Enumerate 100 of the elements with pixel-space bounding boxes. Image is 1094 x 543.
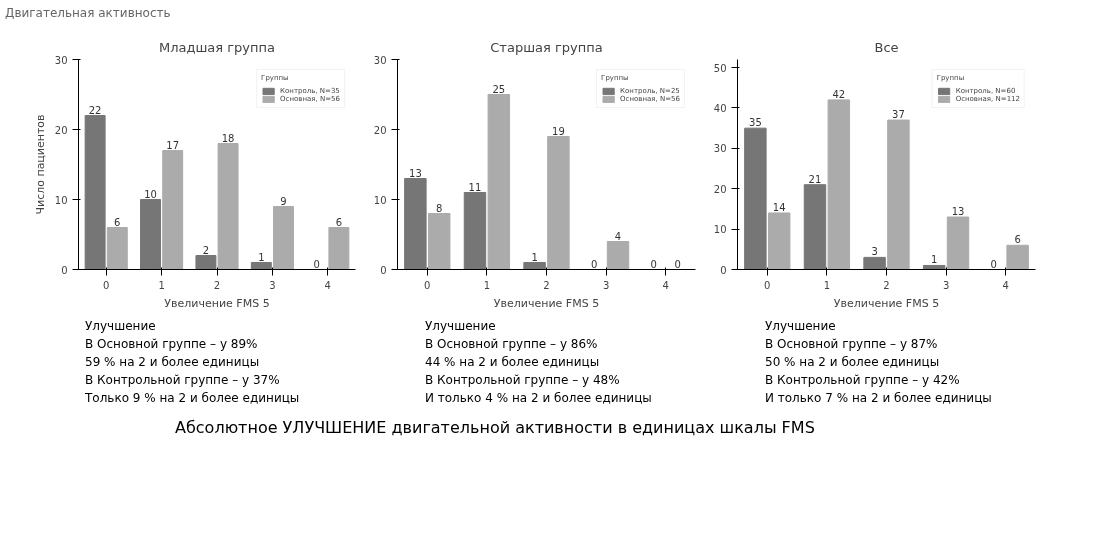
text: Только 9 % на 2 и более единицы — [85, 391, 300, 405]
bar — [887, 119, 910, 270]
bar — [547, 136, 570, 270]
data-label: 37 — [892, 109, 905, 121]
y-tick-label: 10 — [54, 194, 68, 206]
data-label: 18 — [221, 132, 235, 144]
data-label: 17 — [166, 139, 180, 151]
y-tick-label: 30 — [54, 54, 68, 66]
y-tick-label: 40 — [713, 102, 727, 114]
data-label: 1 — [258, 251, 265, 263]
data-label: 4 — [614, 230, 622, 242]
text: В Контрольной группе – у 42% — [765, 373, 960, 387]
data-label: 42 — [832, 88, 846, 100]
text: 50 % на 2 и более единицы — [765, 355, 940, 369]
bar — [744, 127, 767, 270]
text: Улучшение — [425, 319, 496, 333]
x-tick-label: 4 — [324, 279, 331, 291]
text: Улучшение — [765, 319, 836, 333]
data-label: 13 — [951, 206, 965, 217]
bar — [606, 241, 630, 270]
x-tick-label: 4 — [1002, 279, 1009, 291]
text: И только 7 % на 2 и более единицы — [765, 391, 992, 405]
y-tick-label: 50 — [713, 62, 727, 74]
bar — [1006, 244, 1029, 270]
bar — [106, 227, 128, 270]
text: И только 4 % на 2 и более единицы — [425, 391, 652, 405]
data-label: 14 — [772, 201, 786, 213]
bar — [767, 212, 791, 270]
bar — [863, 256, 886, 270]
y-axis-title: Число пациентов — [33, 114, 47, 215]
data-label: 6 — [335, 216, 343, 228]
text: В Контрольной группе – у 37% — [85, 373, 280, 387]
data-label: 6 — [114, 216, 121, 228]
bar — [84, 115, 106, 270]
text: В Основной группе – у 87% — [765, 337, 938, 351]
x-tick-label: 0 — [764, 279, 771, 291]
bar — [328, 227, 350, 270]
data-label: 35 — [749, 117, 762, 129]
data-label: 0 — [990, 258, 997, 270]
text: Улучшение — [85, 319, 156, 333]
x-tick-label: 3 — [602, 279, 610, 291]
bar — [404, 178, 427, 270]
x-axis-title: Увеличение FMS 5 — [493, 296, 600, 310]
data-label: 11 — [468, 181, 482, 193]
bar — [162, 150, 184, 270]
data-label: 19 — [552, 125, 565, 137]
bar — [217, 143, 239, 270]
data-label: 3 — [871, 246, 878, 258]
bar — [250, 262, 272, 270]
data-label: 2 — [202, 244, 210, 256]
data-label: 0 — [591, 258, 598, 270]
y-tick-label: 10 — [713, 224, 727, 236]
data-label: 1 — [531, 251, 538, 263]
data-label: 8 — [436, 202, 443, 214]
y-tick-label: 20 — [373, 124, 387, 136]
bar — [273, 206, 294, 270]
data-label: 25 — [492, 83, 506, 95]
x-axis-title: Увеличение FMS 5 — [833, 296, 940, 310]
y-tick-label: 0 — [720, 264, 727, 276]
y-tick-label: 30 — [373, 54, 387, 66]
bar — [463, 192, 487, 270]
bar — [803, 184, 827, 270]
x-tick-label: 3 — [942, 279, 950, 291]
x-tick-label: 3 — [269, 279, 276, 291]
bar — [523, 262, 546, 270]
data-label: 0 — [674, 258, 681, 270]
text: В Контрольной группе – у 48% — [425, 373, 620, 387]
text: Двигательная активность — [5, 5, 171, 22]
y-tick-label: 0 — [380, 264, 387, 276]
data-label: 10 — [144, 188, 157, 200]
x-tick-label: 1 — [823, 279, 831, 291]
bar — [946, 216, 970, 270]
x-tick-label: 1 — [158, 279, 165, 291]
text: В Основной группе – у 86% — [425, 337, 598, 351]
chart-title: Все — [874, 39, 899, 55]
data-label: 9 — [280, 195, 287, 207]
data-label: 0 — [650, 258, 657, 270]
bar — [827, 99, 851, 270]
text: В Основной группе – у 89% — [85, 337, 258, 351]
data-label: 6 — [1014, 234, 1021, 246]
y-tick-label: 0 — [61, 264, 68, 276]
x-tick-label: 1 — [483, 279, 491, 291]
x-tick-label: 2 — [543, 279, 550, 291]
data-label: 22 — [88, 104, 102, 116]
y-tick-label: 20 — [54, 124, 68, 136]
x-tick-label: 0 — [103, 279, 110, 291]
text: 59 % на 2 и более единицы — [85, 355, 260, 369]
x-tick-label: 2 — [213, 279, 221, 291]
text: 44 % на 2 и более единицы — [425, 355, 600, 369]
data-label: 1 — [931, 254, 938, 266]
x-tick-label: 2 — [883, 279, 890, 291]
bar — [195, 255, 217, 270]
x-axis-title: Увеличение FMS 5 — [164, 296, 270, 310]
data-label: 0 — [313, 258, 320, 270]
y-tick-label: 10 — [373, 194, 387, 206]
text: Абсолютное УЛУЧШЕНИЕ двигательной активности в единицах шкалы FMS — [175, 417, 815, 439]
bar — [487, 94, 511, 270]
chart-title: Старшая группа — [490, 39, 603, 55]
bar — [922, 264, 946, 270]
bar — [140, 199, 161, 270]
